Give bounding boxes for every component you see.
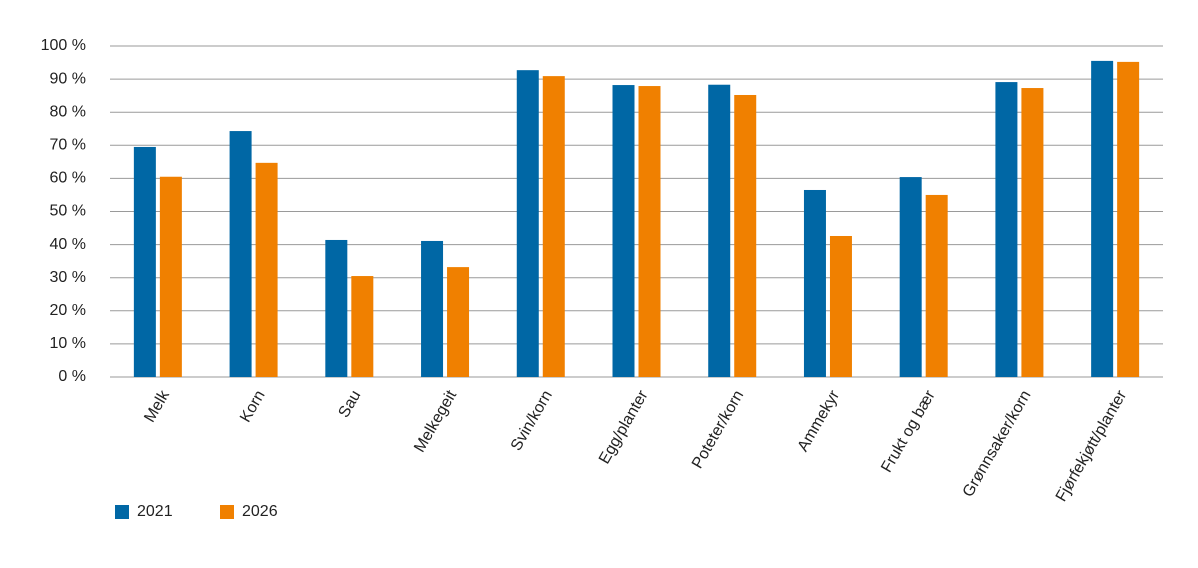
bar — [708, 84, 731, 378]
y-tick-label: 10 % — [50, 335, 86, 352]
bar — [159, 176, 182, 377]
bar — [1117, 61, 1140, 377]
x-tick-label: Poteter/korn — [689, 388, 747, 472]
x-tick-label: Melkegeit — [411, 387, 460, 455]
y-tick-label: 40 % — [50, 236, 86, 253]
legend-label: 2021 — [137, 503, 173, 520]
bar — [229, 131, 252, 377]
bar — [995, 82, 1018, 377]
x-tick-label: Korn — [237, 388, 269, 426]
bar — [447, 267, 470, 377]
bar — [351, 276, 374, 377]
bar — [734, 94, 757, 377]
bar — [1021, 88, 1044, 378]
bar — [133, 146, 156, 377]
bar — [516, 70, 539, 378]
legend-label: 2026 — [242, 503, 278, 520]
bar — [421, 240, 444, 377]
y-tick-label: 70 % — [50, 137, 86, 154]
x-tick-label: Frukt og bær — [878, 387, 939, 475]
x-tick-label: Melk — [141, 387, 173, 426]
y-tick-label: 50 % — [50, 203, 86, 220]
y-tick-label: 100 % — [41, 37, 86, 54]
bar — [638, 86, 661, 378]
bar — [803, 189, 826, 377]
bar — [899, 177, 922, 377]
y-tick-label: 80 % — [50, 103, 86, 120]
x-tick-label: Egg/planter — [596, 387, 652, 467]
legend-swatch — [220, 505, 234, 519]
bar — [612, 85, 635, 378]
x-tick-label: Fjørfekjøtt/planter — [1053, 387, 1131, 505]
x-tick-label: Sau — [335, 388, 364, 421]
bar — [925, 194, 948, 377]
bar — [325, 239, 348, 377]
y-tick-label: 90 % — [50, 70, 86, 87]
bar — [1091, 60, 1114, 378]
x-tick-label: Svin/korn — [508, 388, 556, 454]
bar — [255, 162, 278, 377]
x-tick-label: Grønnsaker/korn — [960, 388, 1035, 500]
x-tick-label: Ammekyr — [795, 387, 844, 455]
y-tick-label: 60 % — [50, 170, 86, 187]
bar — [542, 76, 565, 377]
bar — [829, 235, 852, 377]
y-tick-label: 20 % — [50, 302, 86, 319]
y-tick-label: 0 % — [58, 368, 86, 385]
legend-swatch — [115, 505, 129, 519]
y-tick-label: 30 % — [50, 269, 86, 286]
